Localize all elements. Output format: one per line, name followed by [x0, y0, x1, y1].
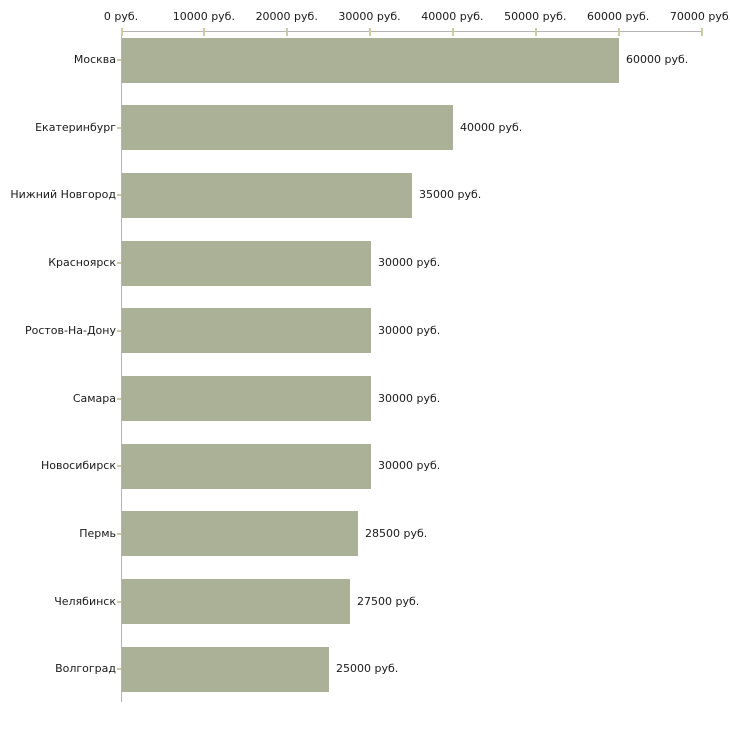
bar: [122, 105, 453, 150]
value-label: 30000 руб.: [378, 324, 441, 337]
value-label: 30000 руб.: [378, 256, 441, 269]
x-axis-tick-label: 0 руб.: [103, 10, 139, 23]
value-label: 60000 руб.: [626, 53, 689, 66]
category-tick: [117, 127, 121, 129]
category-tick: [117, 398, 121, 400]
bar: [122, 38, 619, 83]
category-tick: [117, 601, 121, 603]
category-tick: [117, 533, 121, 535]
x-axis-tick: [203, 28, 206, 36]
value-label: 27500 руб.: [357, 595, 420, 608]
bar: [122, 647, 329, 692]
category-label: Пермь: [79, 527, 116, 540]
value-label: 40000 руб.: [460, 121, 523, 134]
bar: [122, 511, 358, 556]
x-axis-tick: [617, 28, 620, 36]
category-label: Нижний Новгород: [10, 188, 116, 201]
x-axis-tick: [369, 28, 372, 36]
category-label: Самара: [72, 392, 116, 405]
x-axis-tick: [451, 28, 454, 36]
value-label: 30000 руб.: [378, 459, 441, 472]
bar: [122, 579, 350, 624]
x-axis-tick: [286, 28, 289, 36]
value-label: 28500 руб.: [365, 527, 428, 540]
x-axis-tick-label: 10000 руб.: [172, 10, 235, 23]
x-axis-tick-label: 70000 руб.: [669, 10, 730, 23]
category-label: Новосибирск: [40, 459, 116, 472]
x-axis-tick-label: 60000 руб.: [587, 10, 650, 23]
value-label: 25000 руб.: [336, 662, 399, 675]
x-axis-tick: [120, 28, 123, 36]
x-axis-tick-label: 50000 руб.: [504, 10, 567, 23]
x-axis-tick-label: 20000 руб.: [255, 10, 318, 23]
bar: [122, 444, 371, 489]
category-tick: [117, 59, 121, 61]
category-label: Екатеринбург: [35, 121, 116, 134]
category-label: Красноярск: [48, 256, 116, 269]
category-label: Челябинск: [54, 595, 116, 608]
category-tick: [117, 465, 121, 467]
x-axis-tick-label: 30000 руб.: [338, 10, 401, 23]
category-tick: [117, 330, 121, 332]
bar: [122, 376, 371, 421]
x-axis-tick-label: 40000 руб.: [421, 10, 484, 23]
category-tick: [117, 262, 121, 264]
bar: [122, 173, 412, 218]
x-axis-tick: [534, 28, 537, 36]
x-axis-tick: [700, 28, 703, 36]
bar: [122, 241, 371, 286]
category-tick: [117, 668, 121, 670]
category-label: Волгоград: [55, 662, 116, 675]
value-label: 30000 руб.: [378, 392, 441, 405]
category-label: Москва: [73, 53, 116, 66]
category-tick: [117, 194, 121, 196]
bar: [122, 308, 371, 353]
x-axis-line: [121, 31, 702, 32]
category-label: Ростов-На-Дону: [24, 324, 116, 337]
value-label: 35000 руб.: [419, 188, 482, 201]
y-axis-line: [121, 31, 122, 702]
